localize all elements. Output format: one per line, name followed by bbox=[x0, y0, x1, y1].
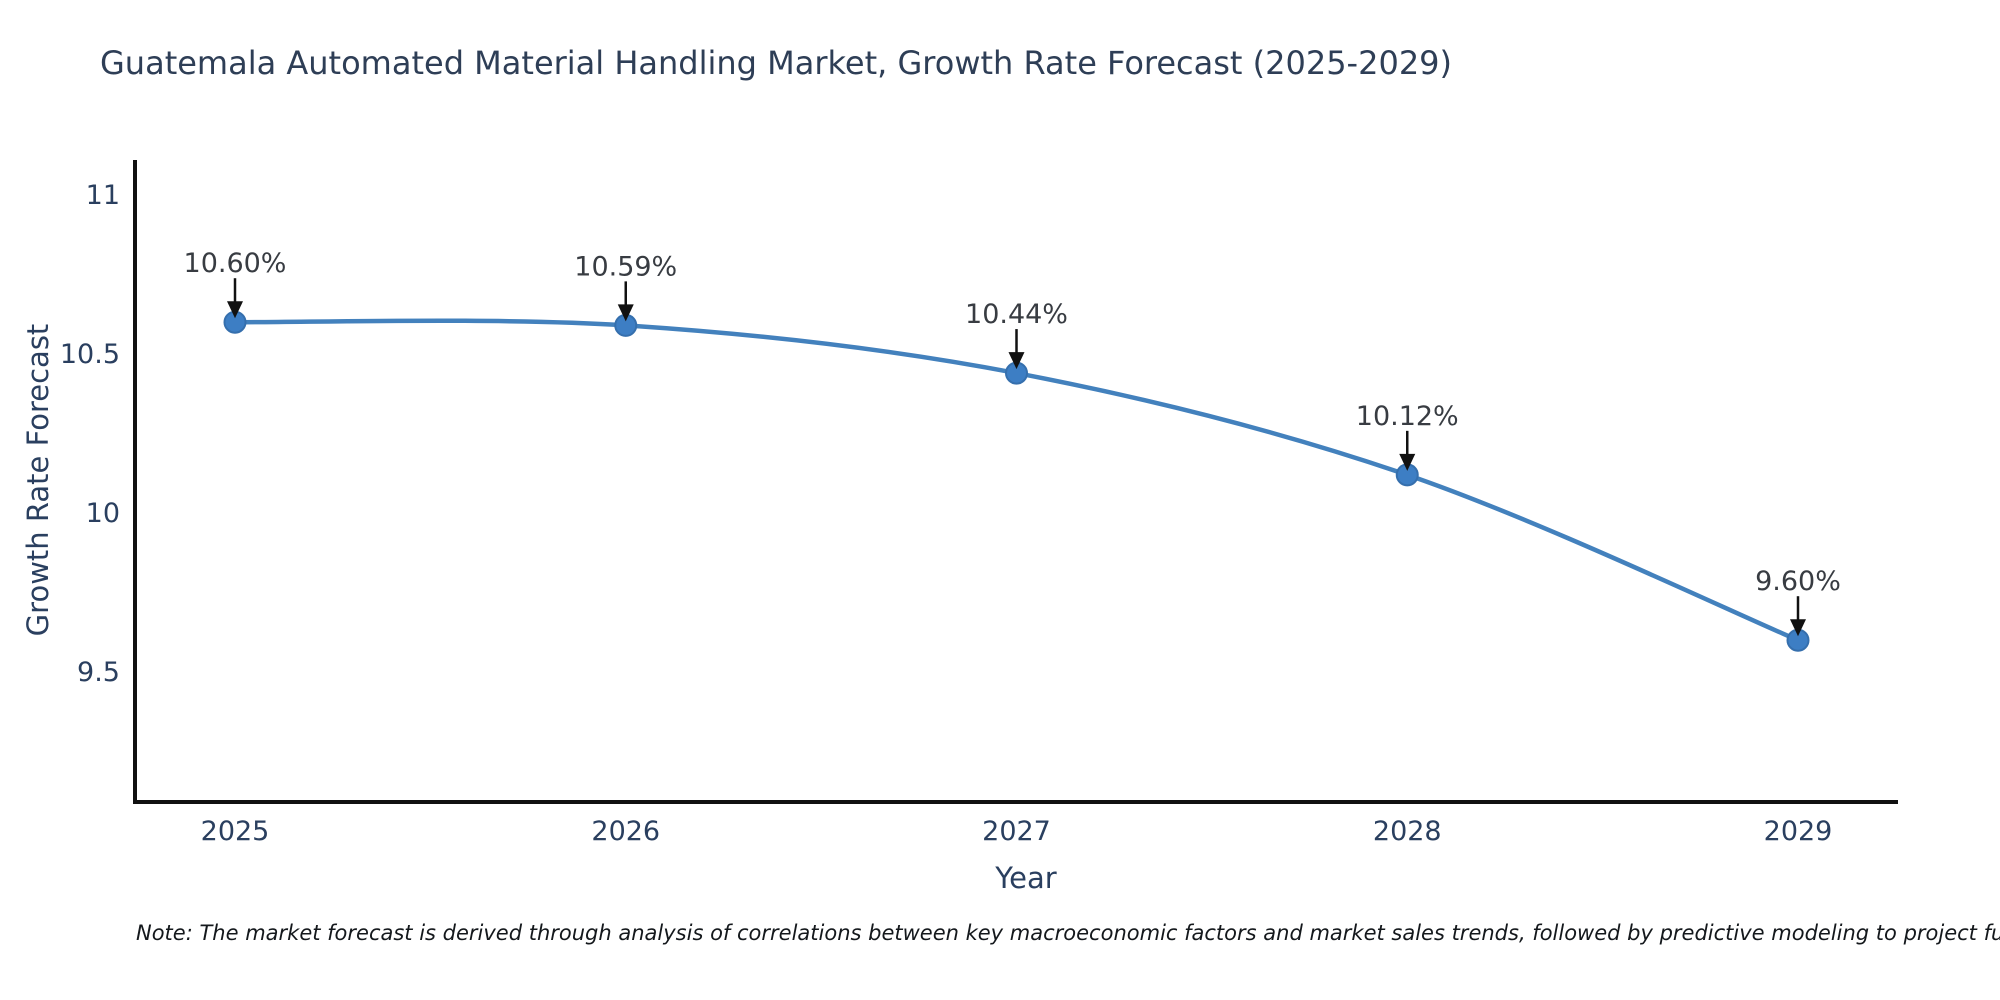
data-point-label: 10.60% bbox=[184, 248, 287, 279]
annotation-arrowhead-icon bbox=[1008, 352, 1025, 370]
x-tick-label: 2028 bbox=[1373, 816, 1442, 847]
annotation-arrowhead-icon bbox=[617, 304, 634, 322]
x-axis-title: Year bbox=[994, 861, 1056, 895]
chart-footnote: Note: The market forecast is derived thr… bbox=[136, 921, 2000, 945]
y-tick-label: 11 bbox=[86, 180, 120, 211]
data-point-label: 10.44% bbox=[965, 299, 1068, 330]
annotation-arrowhead-icon bbox=[1790, 619, 1806, 637]
y-tick-label: 9.5 bbox=[77, 657, 120, 688]
x-tick-label: 2025 bbox=[201, 816, 270, 847]
plot-area: 9.5 10 10.5 11 2025 2026 2027 2028 2029 10.60% 10.… bbox=[60, 160, 1898, 847]
y-tick-label: 10 bbox=[86, 498, 120, 529]
data-point-label: 10.59% bbox=[574, 251, 677, 282]
x-tick-label: 2027 bbox=[982, 816, 1051, 847]
x-tick-label: 2029 bbox=[1764, 816, 1833, 847]
data-point-label: 9.60% bbox=[1755, 566, 1841, 597]
annotation-arrowhead-icon bbox=[227, 301, 243, 319]
chart-title: Guatemala Automated Material Handling Ma… bbox=[100, 44, 1452, 82]
data-point-label: 10.12% bbox=[1356, 401, 1459, 432]
annotation-arrowhead-icon bbox=[1399, 453, 1416, 471]
x-tick-label: 2026 bbox=[591, 816, 660, 847]
y-tick-label: 10.5 bbox=[60, 339, 120, 370]
y-axis-title: Growth Rate Forecast bbox=[21, 324, 55, 637]
